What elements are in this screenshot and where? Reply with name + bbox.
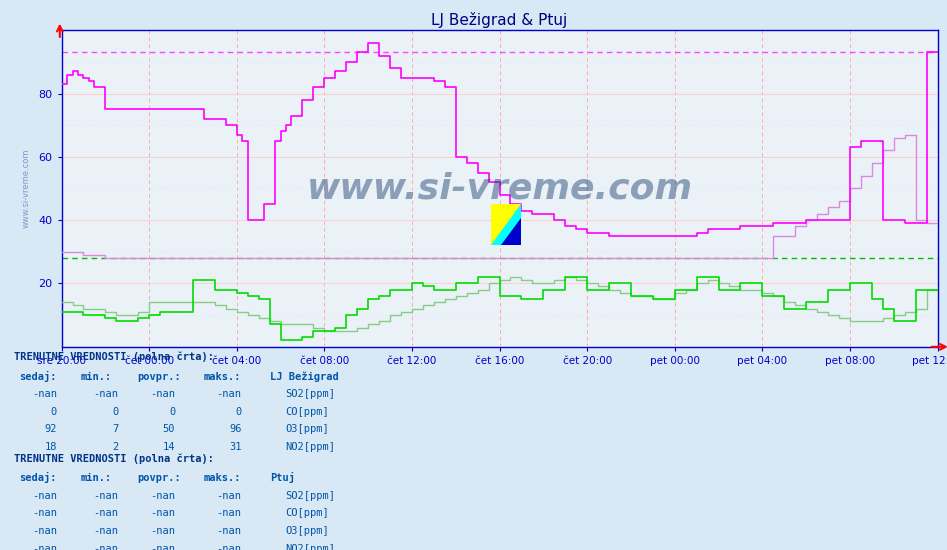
Text: -nan: -nan: [32, 526, 57, 536]
Text: min.:: min.:: [80, 473, 112, 483]
Text: -nan: -nan: [94, 491, 118, 501]
Text: 0: 0: [169, 406, 175, 417]
Text: -nan: -nan: [32, 508, 57, 519]
Text: -nan: -nan: [32, 543, 57, 550]
Text: www.si-vreme.com: www.si-vreme.com: [307, 172, 692, 205]
Text: SO2[ppm]: SO2[ppm]: [285, 491, 335, 501]
Text: 0: 0: [50, 406, 57, 417]
Text: TRENUTNE VREDNOSTI (polna črta):: TRENUTNE VREDNOSTI (polna črta):: [14, 352, 214, 362]
Text: TRENUTNE VREDNOSTI (polna črta):: TRENUTNE VREDNOSTI (polna črta):: [14, 454, 214, 464]
Text: -nan: -nan: [217, 389, 241, 399]
Text: -nan: -nan: [217, 491, 241, 501]
Text: -nan: -nan: [94, 389, 118, 399]
Text: -nan: -nan: [94, 508, 118, 519]
Polygon shape: [491, 204, 521, 245]
Text: -nan: -nan: [32, 491, 57, 501]
Text: -nan: -nan: [217, 526, 241, 536]
Text: 7: 7: [112, 424, 118, 434]
Text: -nan: -nan: [151, 526, 175, 536]
Text: NO2[ppm]: NO2[ppm]: [285, 442, 335, 452]
Text: min.:: min.:: [80, 371, 112, 382]
Polygon shape: [491, 204, 521, 245]
Text: 18: 18: [45, 442, 57, 452]
Text: LJ Bežigrad: LJ Bežigrad: [270, 371, 339, 382]
Text: 14: 14: [163, 442, 175, 452]
Text: sedaj:: sedaj:: [19, 371, 57, 382]
Text: Ptuj: Ptuj: [270, 472, 295, 483]
Text: www.si-vreme.com: www.si-vreme.com: [22, 148, 31, 228]
Polygon shape: [501, 218, 521, 245]
Text: povpr.:: povpr.:: [137, 473, 181, 483]
Text: -nan: -nan: [217, 508, 241, 519]
Text: NO2[ppm]: NO2[ppm]: [285, 543, 335, 550]
Text: -nan: -nan: [94, 526, 118, 536]
Text: sedaj:: sedaj:: [19, 472, 57, 483]
Text: O3[ppm]: O3[ppm]: [285, 424, 329, 434]
Text: O3[ppm]: O3[ppm]: [285, 526, 329, 536]
Text: -nan: -nan: [32, 389, 57, 399]
Text: maks.:: maks.:: [204, 473, 241, 483]
Text: 0: 0: [112, 406, 118, 417]
Text: 50: 50: [163, 424, 175, 434]
Text: CO[ppm]: CO[ppm]: [285, 508, 329, 519]
Text: -nan: -nan: [151, 491, 175, 501]
Text: -nan: -nan: [151, 508, 175, 519]
Text: SO2[ppm]: SO2[ppm]: [285, 389, 335, 399]
Text: maks.:: maks.:: [204, 371, 241, 382]
Text: CO[ppm]: CO[ppm]: [285, 406, 329, 417]
Text: povpr.:: povpr.:: [137, 371, 181, 382]
Text: -nan: -nan: [217, 543, 241, 550]
Text: -nan: -nan: [151, 543, 175, 550]
Text: 92: 92: [45, 424, 57, 434]
Title: LJ Bežigrad & Ptuj: LJ Bežigrad & Ptuj: [432, 12, 567, 28]
Text: 31: 31: [229, 442, 241, 452]
Text: 2: 2: [112, 442, 118, 452]
Text: -nan: -nan: [151, 389, 175, 399]
Text: 0: 0: [235, 406, 241, 417]
Text: 96: 96: [229, 424, 241, 434]
Text: -nan: -nan: [94, 543, 118, 550]
